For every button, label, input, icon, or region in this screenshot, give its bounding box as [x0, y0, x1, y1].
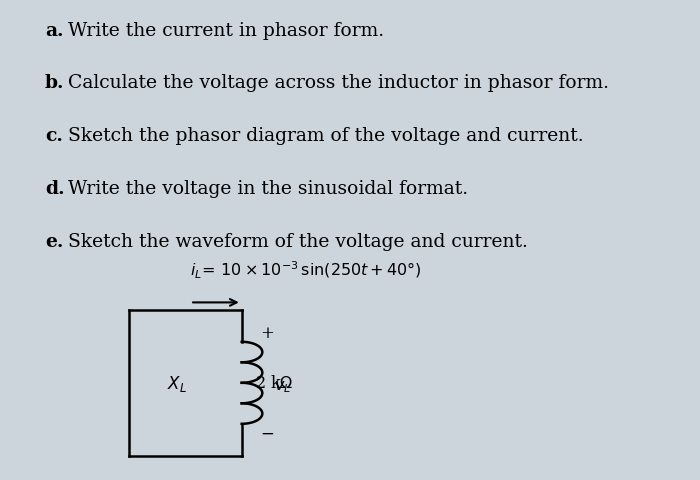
Text: $v_L$: $v_L$: [274, 378, 291, 395]
Text: Write the current in phasor form.: Write the current in phasor form.: [68, 22, 384, 40]
Text: d.: d.: [45, 180, 64, 198]
Text: Sketch the waveform of the voltage and current.: Sketch the waveform of the voltage and c…: [68, 233, 528, 251]
Text: Calculate the voltage across the inductor in phasor form.: Calculate the voltage across the inducto…: [68, 74, 609, 93]
Text: Sketch the phasor diagram of the voltage and current.: Sketch the phasor diagram of the voltage…: [68, 127, 583, 145]
Text: b.: b.: [45, 74, 64, 93]
Text: 2 k$\Omega$: 2 k$\Omega$: [255, 375, 293, 393]
Text: c.: c.: [45, 127, 63, 145]
Text: a.: a.: [45, 22, 64, 40]
Text: $i_L\!=\,10\times10^{-3}\,\mathrm{sin}(250t + 40°)$: $i_L\!=\,10\times10^{-3}\,\mathrm{sin}(2…: [190, 260, 422, 281]
Text: $X_L$: $X_L$: [167, 374, 187, 394]
Text: e.: e.: [45, 233, 64, 251]
Text: +: +: [260, 325, 274, 342]
Text: Write the voltage in the sinusoidal format.: Write the voltage in the sinusoidal form…: [68, 180, 468, 198]
Text: −: −: [260, 426, 274, 443]
